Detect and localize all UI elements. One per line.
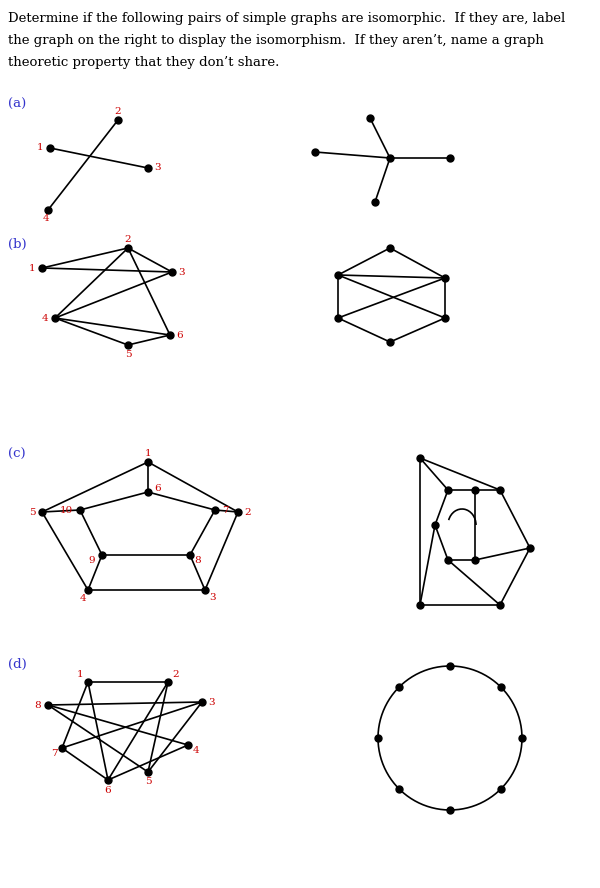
Text: 2: 2 [173,670,179,678]
Text: (c): (c) [8,448,26,461]
Text: 7: 7 [221,505,229,514]
Text: 5: 5 [29,508,35,517]
Text: (b): (b) [8,238,26,251]
Text: 4: 4 [43,213,49,223]
Text: 2: 2 [245,508,251,517]
Text: 4: 4 [80,593,86,602]
Text: theoretic property that they don’t share.: theoretic property that they don’t share… [8,56,280,69]
Text: the graph on the right to display the isomorphism.  If they aren’t, name a graph: the graph on the right to display the is… [8,34,544,47]
Text: 3: 3 [209,592,217,601]
Text: 4: 4 [193,746,199,755]
Text: 5: 5 [125,350,131,359]
Text: 3: 3 [209,697,215,707]
Text: (d): (d) [8,658,27,671]
Text: 2: 2 [125,234,131,243]
Text: (a): (a) [8,98,26,111]
Text: 1: 1 [37,144,43,153]
Text: Determine if the following pairs of simple graphs are isomorphic.  If they are, : Determine if the following pairs of simp… [8,12,565,25]
Text: 2: 2 [115,107,121,116]
Text: 6: 6 [155,483,161,493]
Text: 3: 3 [155,163,161,172]
Text: 6: 6 [176,330,184,339]
Text: 6: 6 [104,786,112,795]
Text: 3: 3 [179,267,185,276]
Text: 1: 1 [145,448,151,457]
Text: 8: 8 [35,701,41,710]
Text: 10: 10 [59,505,73,514]
Text: 4: 4 [41,313,49,322]
Text: 1: 1 [77,670,83,678]
Text: 1: 1 [29,264,35,273]
Text: 8: 8 [194,556,202,565]
Text: 7: 7 [50,749,58,757]
Text: 9: 9 [89,556,95,565]
Text: 5: 5 [145,776,151,786]
